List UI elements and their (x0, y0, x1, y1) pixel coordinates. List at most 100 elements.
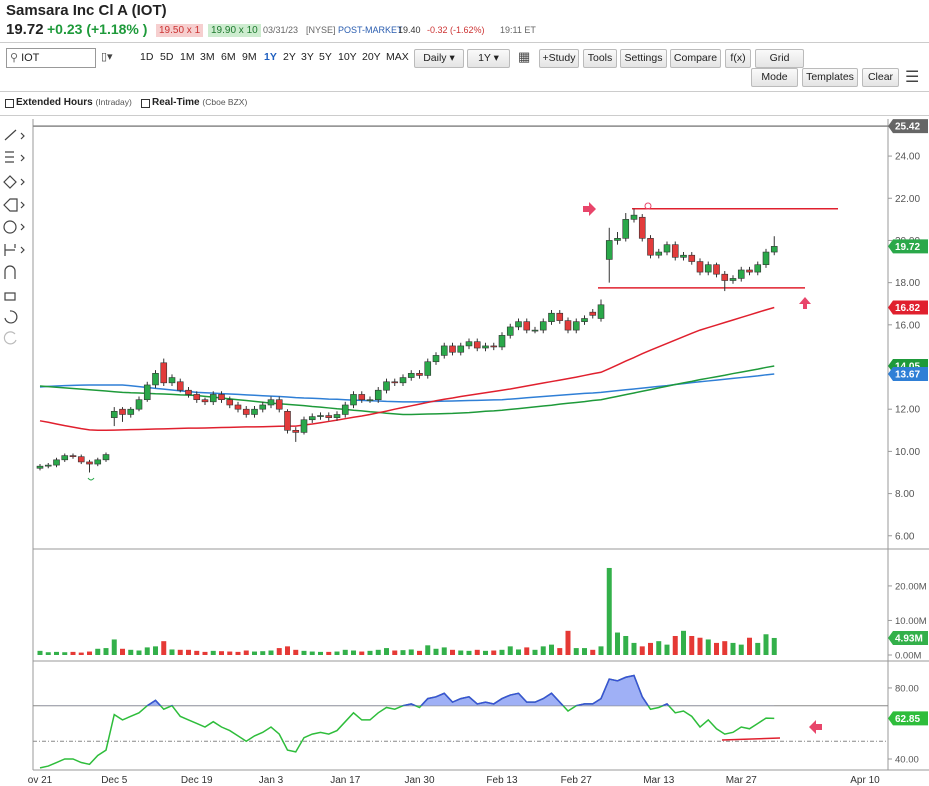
menu-icon[interactable]: ☰ (905, 69, 920, 86)
volume-bar (54, 651, 59, 655)
checkbox[interactable] (141, 99, 150, 108)
candle-body (160, 362, 168, 384)
candle-body (185, 389, 192, 395)
exchange: [NYSE] (306, 25, 336, 35)
tool-icon[interactable] (4, 292, 16, 301)
drawing-tools (3, 129, 25, 345)
toolbar-button[interactable]: Grid (755, 49, 804, 68)
tool-icon (3, 331, 17, 345)
volume-bar (755, 642, 761, 655)
volume-bar (128, 649, 134, 655)
plot: 24.0022.0020.0018.0016.0012.0010.008.006… (28, 119, 928, 786)
volume-bar (326, 651, 332, 655)
tool-icon[interactable] (4, 129, 17, 141)
tool-icon[interactable] (3, 220, 17, 234)
range-button[interactable]: 1M (180, 51, 195, 63)
tool-icon[interactable] (5, 151, 14, 163)
range-button[interactable]: 2Y (283, 51, 296, 63)
toolbar-button[interactable]: Mode (751, 68, 798, 87)
toolbar-button[interactable]: Tools (583, 49, 617, 68)
candle-body (69, 455, 77, 457)
annotation-mark (87, 477, 95, 481)
candle-body (449, 345, 456, 353)
candle-body (746, 269, 753, 273)
volume-bar (95, 648, 101, 655)
candle-body (614, 238, 621, 241)
candle-body (77, 456, 85, 463)
interval-select[interactable]: Daily ▾ (414, 49, 464, 68)
volume-bar (177, 649, 183, 655)
title: Samsara Inc Cl A (IOT) (6, 2, 167, 19)
toolbar-button[interactable]: Compare (670, 49, 721, 68)
range-button[interactable]: 1Y (264, 51, 277, 63)
candle-body (143, 384, 151, 401)
option-label: Extended Hours (16, 97, 93, 108)
period-select[interactable]: 1Y ▾ (467, 49, 510, 68)
toolbar-button[interactable]: Templates (802, 68, 858, 87)
volume-bar (37, 650, 43, 655)
range-button[interactable]: 9M (242, 51, 257, 63)
checkbox[interactable] (5, 99, 14, 108)
candle-body (506, 326, 514, 336)
candle-body (581, 318, 588, 322)
range-button[interactable]: MAX (386, 51, 409, 63)
volume-bar (730, 642, 736, 655)
candle-body (721, 273, 729, 281)
chart-type[interactable]: ▯▾ (101, 51, 113, 63)
range-button[interactable]: 1D (140, 51, 154, 63)
volume-bar (648, 642, 653, 655)
volume-bar (252, 651, 257, 655)
candle-body (548, 312, 555, 322)
toolbar-button[interactable]: +Study (539, 49, 579, 68)
range-button[interactable]: 20Y (362, 51, 381, 63)
range-button[interactable]: 10Y (338, 51, 357, 63)
candle-body (680, 254, 687, 258)
tool-icon[interactable] (4, 310, 18, 324)
range-button[interactable]: 5D (160, 51, 174, 63)
value-tag (888, 630, 928, 645)
range-button[interactable]: 3Y (301, 51, 314, 63)
rsi-fill (40, 675, 775, 706)
volume-bar (491, 650, 497, 655)
toolbar-button[interactable]: Settings (620, 49, 667, 68)
tool-expander[interactable] (20, 132, 25, 254)
volume-bar (615, 632, 620, 655)
moving-average (39, 306, 775, 432)
calendar-icon[interactable]: ▦ (518, 49, 531, 64)
candle-body (597, 304, 605, 319)
ask: 19.90 x 10 (208, 24, 261, 37)
symbol-input[interactable]: ⚲ IOT (6, 48, 96, 68)
range-button[interactable]: 3M (200, 51, 215, 63)
range-button[interactable]: 6M (221, 51, 236, 63)
option: Real-Time (Cboe BZX) (152, 97, 247, 108)
y-tick-label: 80.00 (895, 683, 919, 694)
divider (0, 91, 929, 92)
candle-body (762, 251, 770, 266)
range-button[interactable]: 5Y (319, 51, 332, 63)
toolbar-button[interactable]: f(x) (725, 49, 751, 68)
candle-body (416, 373, 423, 376)
option-label: Real-Time (152, 97, 200, 108)
y-tick-label: 10.00 (895, 447, 920, 458)
y-tick-label: 8.00 (895, 489, 915, 500)
tool-icon[interactable] (4, 265, 16, 279)
candle-body (259, 404, 267, 410)
volume-bar (598, 646, 604, 655)
tool-icon[interactable] (3, 175, 17, 189)
x-tick-label: Dec 19 (181, 775, 213, 786)
volume-bar (408, 649, 414, 655)
volume-bar (763, 634, 769, 655)
candle-body (218, 394, 225, 401)
y-tick-label: 24.00 (895, 152, 920, 163)
volume-bar (144, 647, 150, 655)
x-tick-label: Jan 17 (330, 775, 360, 786)
tool-icon[interactable] (4, 244, 16, 256)
toolbar-button[interactable]: Clear (862, 68, 899, 87)
rsi-line-above (146, 674, 670, 706)
candle-body (350, 394, 357, 406)
candle-body (308, 416, 316, 421)
tool-icon[interactable] (3, 198, 18, 212)
candle-body (226, 399, 234, 406)
candle-body (358, 394, 366, 401)
value-tag-label: 13.67 (895, 369, 920, 380)
